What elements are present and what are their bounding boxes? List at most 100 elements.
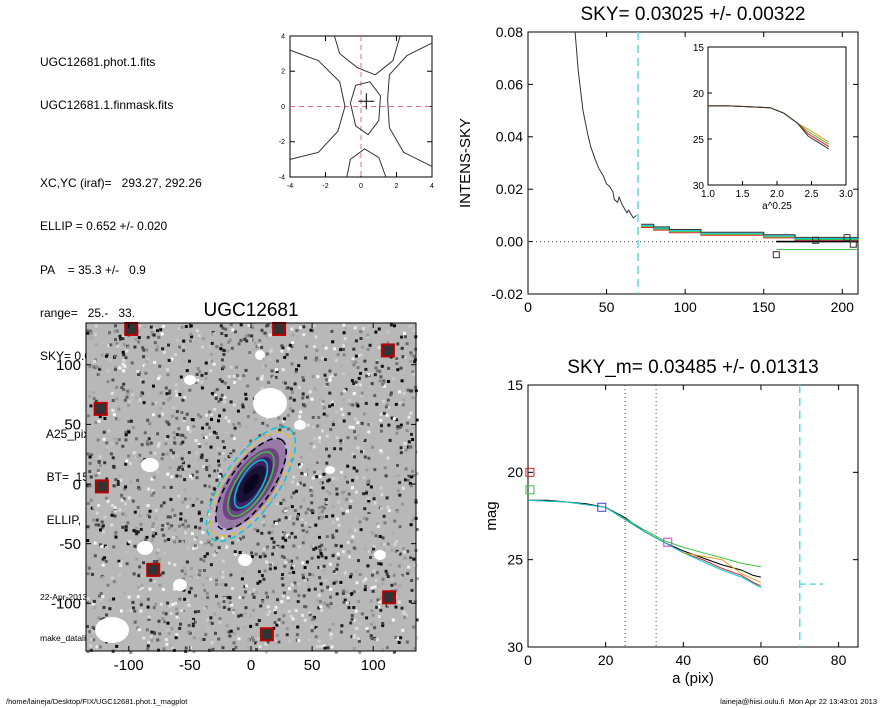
- contour-line: [387, 42, 433, 167]
- contour-line: [333, 35, 401, 76]
- inset-ytick-label: 30: [693, 181, 705, 192]
- contour-xtick-label: 4: [430, 183, 434, 190]
- mag-ytick-label: 15: [507, 377, 523, 393]
- sky-box: [259, 627, 274, 642]
- mag-ytick-label: 20: [507, 464, 523, 480]
- intens-frame: [527, 31, 859, 295]
- contour-ytick-label: 0: [281, 104, 285, 111]
- inset-xlabel: a^0.25: [762, 201, 792, 212]
- contour-xtick-label: -4: [287, 183, 293, 190]
- intens-ytick-label: 0.00: [496, 234, 523, 250]
- inset-ytick-label: 20: [693, 89, 705, 100]
- inset-frame: [707, 46, 847, 186]
- masked-region: [325, 466, 335, 474]
- galaxy-ytick-label: -50: [59, 536, 81, 553]
- sky-point: [843, 234, 851, 242]
- masked-region: [173, 579, 187, 591]
- mag-profile: [527, 499, 762, 587]
- sky-point: [772, 251, 780, 259]
- galaxy-ytick-label: -100: [51, 596, 81, 613]
- intens-ytick-label: -0.02: [491, 286, 523, 302]
- sky-box: [380, 343, 395, 358]
- mag-xlabel: a (pix): [672, 670, 714, 687]
- sky-step-series: [641, 223, 858, 238]
- contour-ytick-label: 4: [281, 33, 285, 40]
- mag-ylabel: mag: [483, 501, 500, 530]
- sky-point: [812, 236, 820, 244]
- sky-box: [146, 562, 161, 577]
- mag-title: SKY_m= 0.03485 +/- 0.01313: [567, 357, 818, 378]
- intens-ytick-label: 0.04: [496, 129, 523, 145]
- masked-region: [95, 617, 129, 643]
- inset-ytick-label: 25: [693, 135, 705, 146]
- galaxy-body: [209, 432, 293, 536]
- masked-region: [137, 541, 153, 555]
- ellipticity: ELLIP = 0.652 +/- 0.020: [40, 219, 168, 234]
- footer-path: /home/laineja/Desktop/FIX/UGC12681.phot.…: [6, 697, 188, 706]
- contour-line: [289, 49, 346, 160]
- galaxy-xtick-label: 0: [247, 657, 255, 674]
- mag-profile: [527, 499, 762, 589]
- inset-xtick-label: 1.5: [736, 189, 750, 200]
- sky-box: [272, 321, 287, 336]
- intens-xtick-label: 0: [524, 299, 532, 315]
- intens-ytick-label: 0.06: [496, 76, 523, 92]
- contour-xtick-label: 2: [395, 183, 399, 190]
- inset-xtick-label: 1.0: [701, 189, 715, 200]
- intens-xtick-label: 200: [831, 299, 855, 315]
- inset-xtick-label: 2.0: [770, 189, 784, 200]
- intens-ytick-label: 0.08: [496, 24, 523, 40]
- sky-box: [382, 590, 397, 605]
- masked-region: [253, 388, 287, 418]
- galaxy-ytick-label: 0: [73, 476, 81, 493]
- isophote-ellipse: [227, 451, 275, 517]
- sky-box: [124, 321, 139, 336]
- mag-frame: [527, 384, 859, 648]
- mag-profile: [528, 499, 762, 578]
- sky-box: [94, 479, 109, 494]
- inset-xtick-label: 3.0: [839, 189, 853, 200]
- contour-xtick-label: -2: [322, 183, 328, 190]
- mag-profile: [683, 552, 762, 583]
- mag-marker: [525, 485, 535, 495]
- inset-ytick-label: 15: [693, 43, 705, 54]
- intens-ytick-label: 0.02: [496, 181, 523, 197]
- contour-line: [349, 81, 382, 136]
- galaxy-ytick-label: 100: [56, 357, 81, 374]
- contour-ytick-label: 2: [281, 69, 285, 76]
- isophote-ellipse: [205, 426, 297, 542]
- mag-ytick-label: 30: [507, 639, 523, 655]
- masked-region: [141, 458, 159, 472]
- mag-ytick-label: 25: [507, 552, 523, 568]
- intens-xtick-label: 50: [599, 299, 615, 315]
- sky-point: [849, 240, 857, 248]
- intens-xtick-label: 100: [673, 299, 697, 315]
- mag-xtick-label: 80: [831, 652, 847, 668]
- masked-region: [294, 420, 306, 430]
- galaxy-xtick-label: -100: [114, 657, 144, 674]
- sky-box: [93, 401, 108, 416]
- contour-xtick-label: 0: [359, 183, 363, 190]
- contour-ytick-label: -2: [279, 139, 285, 146]
- mag-marker: [663, 537, 673, 547]
- contour-ytick-label: -4: [279, 174, 285, 181]
- isophote-ellipse: [215, 437, 287, 531]
- masked-region: [255, 350, 265, 360]
- mag-xtick-label: 20: [598, 652, 614, 668]
- footer-user: laineja@hiisi.oulu.fi Mon Apr 22 13:43:0…: [720, 697, 877, 706]
- center-coords: XC,YC (iraf)= 293.27, 292.26: [40, 176, 202, 191]
- galaxy-title: UGC12681: [203, 300, 298, 321]
- intens-profile: [574, 31, 637, 219]
- galaxy-ytick-label: 50: [64, 417, 81, 434]
- range: range= 25.- 33.: [40, 305, 136, 320]
- mag-profile: [527, 499, 761, 568]
- mag-marker: [525, 467, 535, 477]
- file-name-1: UGC12681.phot.1.fits: [40, 54, 156, 69]
- masked-region: [374, 550, 386, 560]
- mag-xtick-label: 40: [676, 652, 692, 668]
- intens-ylabel: INTENS-SKY: [457, 118, 474, 208]
- galaxy-xtick-label: 100: [361, 657, 386, 674]
- mag-xtick-label: 60: [753, 652, 769, 668]
- mag-marker: [597, 502, 607, 512]
- file-name-2: UGC12681.1.finmask.fits: [40, 98, 174, 113]
